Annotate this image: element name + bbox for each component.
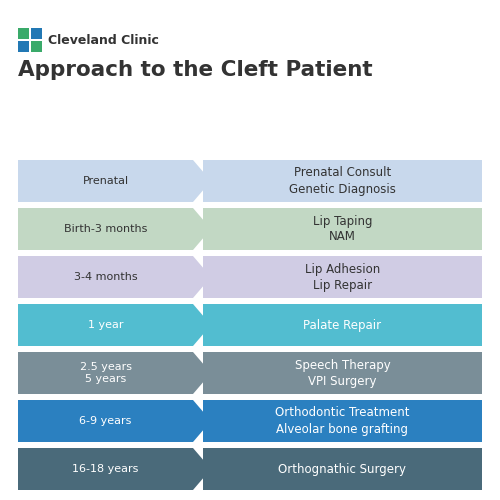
Polygon shape [18, 400, 211, 442]
Bar [203, 256, 482, 298]
Text: Cleveland Clinic: Cleveland Clinic [48, 34, 159, 48]
Bar [203, 304, 482, 346]
Text: Orthodontic Treatment
Alveolar bone grafting: Orthodontic Treatment Alveolar bone graf… [275, 406, 410, 436]
Text: Prenatal: Prenatal [82, 176, 128, 186]
Text: 16-18 years: 16-18 years [72, 464, 138, 474]
Bar [203, 400, 482, 442]
Polygon shape [18, 352, 211, 394]
Text: Prenatal Consult
Genetic Diagnosis: Prenatal Consult Genetic Diagnosis [289, 166, 396, 196]
Bar [18, 28, 29, 39]
Text: Palate Repair: Palate Repair [304, 318, 382, 332]
Text: Approach to the Cleft Patient: Approach to the Cleft Patient [18, 60, 372, 80]
Polygon shape [18, 256, 211, 298]
Polygon shape [18, 160, 211, 202]
Text: 3-4 months: 3-4 months [74, 272, 138, 282]
Bar [203, 208, 482, 250]
Text: Lip Taping
NAM: Lip Taping NAM [313, 214, 372, 244]
Text: 6-9 years: 6-9 years [80, 416, 132, 426]
Text: Birth-3 months: Birth-3 months [64, 224, 147, 234]
Bar [203, 448, 482, 490]
Bar [203, 352, 482, 394]
Polygon shape [18, 304, 211, 346]
Bar [31, 41, 42, 52]
Polygon shape [18, 448, 211, 490]
Text: Orthognathic Surgery: Orthognathic Surgery [278, 462, 406, 475]
Bar [18, 41, 29, 52]
Text: 2.5 years
5 years: 2.5 years 5 years [80, 362, 132, 384]
Bar [31, 28, 42, 39]
Bar [203, 160, 482, 202]
Text: 1 year: 1 year [88, 320, 123, 330]
Text: Lip Adhesion
Lip Repair: Lip Adhesion Lip Repair [305, 262, 380, 292]
Text: Speech Therapy
VPI Surgery: Speech Therapy VPI Surgery [294, 358, 390, 388]
Polygon shape [18, 208, 211, 250]
